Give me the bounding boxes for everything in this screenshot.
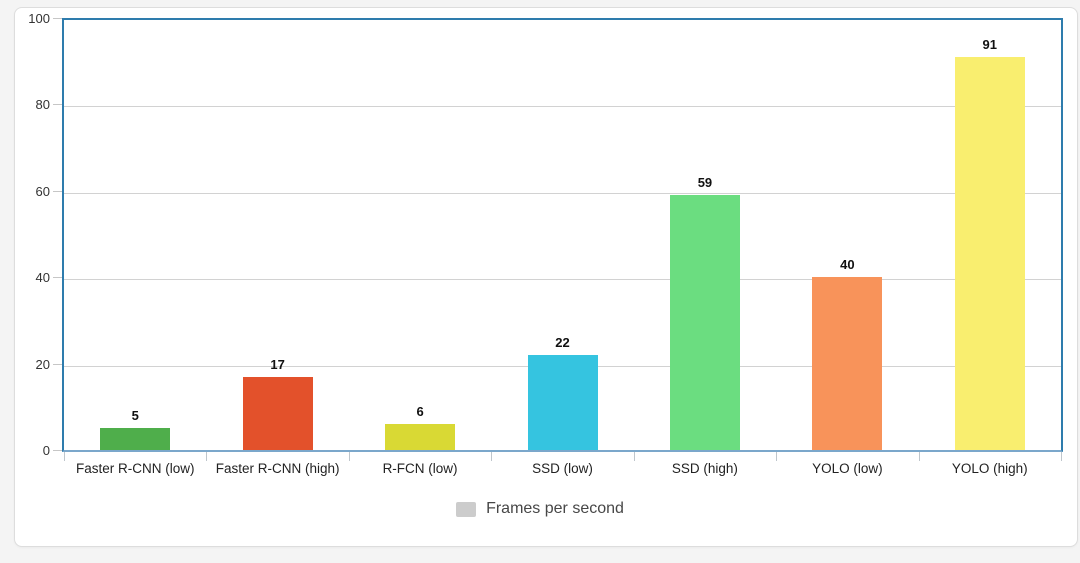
y-tick-0 (53, 450, 62, 451)
y-tick-80 (53, 104, 62, 106)
x-tick-label: Faster R-CNN (low) (75, 461, 195, 476)
y-tick-100 (53, 18, 62, 19)
x-tick (633, 452, 635, 461)
bar-ssd-high[interactable] (669, 195, 740, 450)
x-tick (206, 452, 208, 461)
y-tick-label-60: 60 (35, 183, 50, 199)
bar-yolo-low[interactable] (812, 277, 883, 450)
x-tick (918, 452, 920, 461)
x-tick-label: YOLO (low) (812, 461, 883, 476)
y-tick-label-80: 80 (35, 97, 50, 113)
bar-ssd-low[interactable] (527, 354, 598, 450)
y-tick-label-40: 40 (35, 270, 50, 286)
bar-value-label: 22 (555, 334, 570, 350)
legend-swatch (456, 501, 477, 517)
gridline-y-40 (64, 279, 1061, 281)
x-tick (776, 452, 778, 461)
bar-value-label: 59 (697, 175, 713, 191)
y-tick-60 (53, 190, 62, 192)
gridline-y-60 (64, 192, 1061, 194)
x-tick (348, 452, 350, 461)
bar-value-label: 5 (131, 408, 139, 424)
bar-faster-r-cnn-high[interactable] (242, 376, 313, 450)
y-tick-label-20: 20 (35, 356, 50, 372)
bar-value-label: 17 (270, 356, 285, 372)
y-tick-label-100: 100 (28, 11, 50, 26)
x-tick-label: R-FCN (low) (382, 461, 458, 476)
x-tick-label: SSD (high) (671, 461, 738, 476)
bar-value-label: 40 (840, 257, 855, 273)
y-tick-20 (53, 363, 62, 365)
chart-legend[interactable]: Frames per second (0, 500, 1080, 518)
x-tick (64, 452, 65, 461)
bar-faster-r-cnn-low[interactable] (100, 428, 171, 450)
x-tick-label: SSD (low) (532, 461, 593, 476)
plot-area: 5 17 6 22 59 40 91 (62, 18, 1063, 452)
y-tick-label-0: 0 (42, 443, 50, 458)
x-tick-label: Faster R-CNN (high) (215, 461, 340, 476)
x-tick-label: YOLO (high) (951, 461, 1028, 476)
legend-label: Frames per second (486, 500, 624, 517)
x-tick (491, 452, 493, 461)
bar-r-fcn-low[interactable] (385, 424, 456, 450)
y-tick-40 (53, 277, 62, 279)
bar-yolo-high[interactable] (954, 56, 1025, 450)
gridline-y-80 (64, 106, 1061, 108)
x-tick (1061, 452, 1062, 461)
bar-value-label: 6 (416, 404, 424, 420)
bar-value-label: 91 (982, 36, 998, 52)
